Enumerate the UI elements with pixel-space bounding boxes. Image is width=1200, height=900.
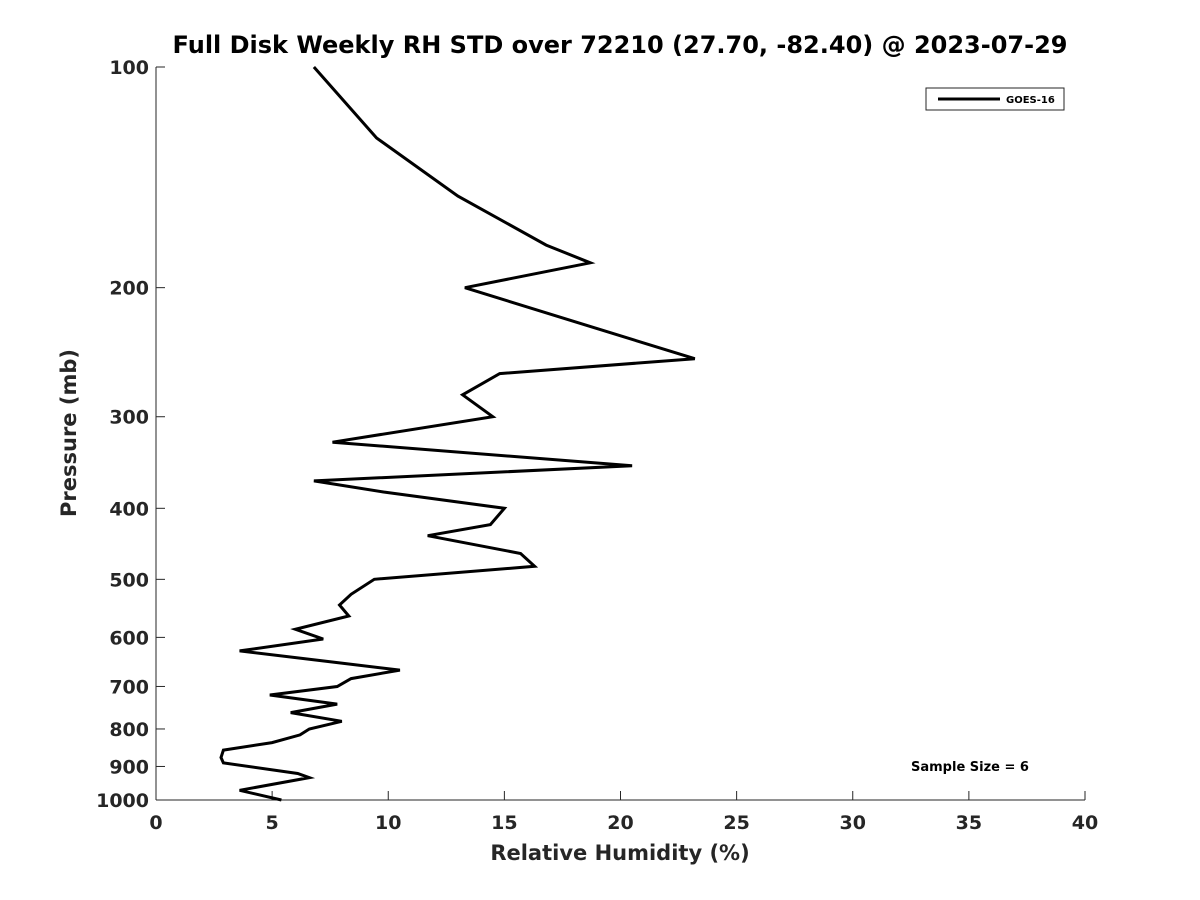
- y-tick-label: 100: [109, 57, 149, 79]
- legend-label-goes-16: GOES-16: [1006, 95, 1055, 106]
- y-tick-label: 800: [109, 719, 149, 741]
- legend: GOES-16: [925, 87, 1065, 111]
- x-tick-label: 30: [840, 812, 866, 834]
- y-tick-label: 200: [109, 278, 149, 300]
- y-tick-label: 1000: [96, 790, 149, 812]
- y-tick-label: 500: [109, 569, 149, 591]
- x-axis-ticks: 0 5 10 15 20 25 30 35 40: [149, 791, 1098, 834]
- x-tick-label: 40: [1072, 812, 1098, 834]
- series-line-goes-16: [219, 66, 696, 802]
- x-axis-label: Relative Humidity (%): [490, 841, 749, 865]
- y-tick-label: 400: [109, 498, 149, 520]
- y-axis-ticks: 100 200 300 400 500 600 700 800 900 1000: [96, 57, 165, 812]
- plot-area: [155, 67, 1085, 801]
- chart-title: Full Disk Weekly RH STD over 72210 (27.7…: [173, 31, 1068, 59]
- y-tick-label: 900: [109, 756, 149, 778]
- y-tick-label: 600: [109, 627, 149, 649]
- x-tick-label: 25: [723, 812, 749, 834]
- y-axis-label: Pressure (mb): [57, 349, 81, 517]
- x-tick-label: 10: [375, 812, 401, 834]
- y-tick-label: 700: [109, 676, 149, 698]
- y-tick-label: 300: [109, 407, 149, 429]
- sample-size-annotation: Sample Size = 6: [911, 760, 1029, 775]
- x-tick-label: 35: [956, 812, 982, 834]
- x-tick-label: 15: [491, 812, 517, 834]
- x-tick-label: 5: [266, 812, 279, 834]
- x-tick-label: 0: [149, 812, 162, 834]
- x-tick-label: 20: [607, 812, 633, 834]
